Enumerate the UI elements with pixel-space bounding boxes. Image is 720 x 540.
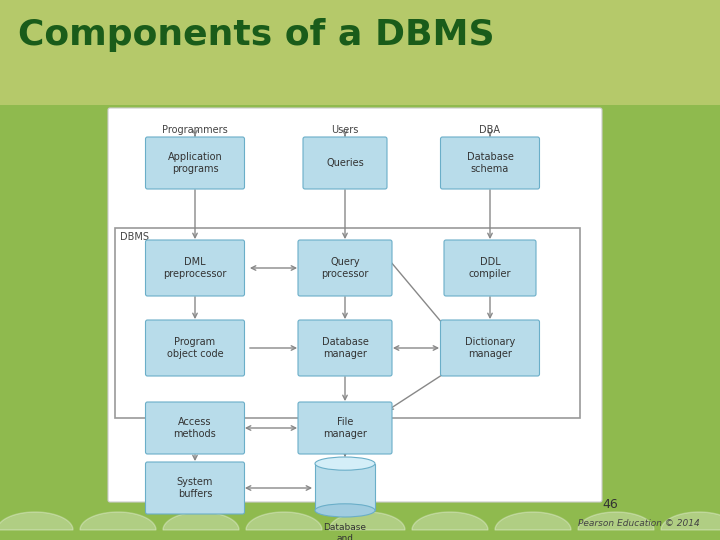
Text: DML
preprocessor: DML preprocessor — [163, 257, 227, 279]
Polygon shape — [80, 512, 156, 530]
FancyBboxPatch shape — [441, 137, 539, 189]
FancyBboxPatch shape — [145, 462, 245, 514]
FancyBboxPatch shape — [108, 108, 602, 502]
Polygon shape — [412, 512, 488, 530]
Text: Access
methods: Access methods — [174, 417, 217, 439]
FancyBboxPatch shape — [145, 320, 245, 376]
Text: DDL
compiler: DDL compiler — [469, 257, 511, 279]
Bar — [315, 464, 375, 510]
Bar — [0, 0, 720, 105]
Text: Database
manager: Database manager — [322, 337, 369, 359]
Text: Pearson Education © 2014: Pearson Education © 2014 — [578, 519, 700, 528]
FancyBboxPatch shape — [145, 402, 245, 454]
Ellipse shape — [315, 504, 375, 517]
Polygon shape — [661, 512, 720, 530]
FancyBboxPatch shape — [298, 402, 392, 454]
Text: File
manager: File manager — [323, 417, 367, 439]
FancyBboxPatch shape — [145, 137, 245, 189]
FancyBboxPatch shape — [145, 240, 245, 296]
Text: Application
programs: Application programs — [168, 152, 222, 174]
Polygon shape — [163, 512, 239, 530]
Text: Programmers: Programmers — [162, 125, 228, 135]
FancyBboxPatch shape — [298, 240, 392, 296]
Text: Query
processor: Query processor — [321, 257, 369, 279]
Text: Components of a DBMS: Components of a DBMS — [18, 18, 495, 52]
Text: Database
and
system catalog: Database and system catalog — [310, 523, 379, 540]
Bar — [115, 228, 580, 418]
FancyBboxPatch shape — [303, 137, 387, 189]
Text: 46: 46 — [602, 498, 618, 511]
Text: DBA: DBA — [480, 125, 500, 135]
Ellipse shape — [315, 457, 375, 470]
Text: Dictionary
manager: Dictionary manager — [465, 337, 515, 359]
FancyBboxPatch shape — [298, 320, 392, 376]
Text: DBMS: DBMS — [120, 232, 149, 242]
FancyBboxPatch shape — [444, 240, 536, 296]
Text: Program
object code: Program object code — [167, 337, 223, 359]
Polygon shape — [329, 512, 405, 530]
Polygon shape — [246, 512, 322, 530]
Text: Users: Users — [331, 125, 359, 135]
FancyBboxPatch shape — [441, 320, 539, 376]
Polygon shape — [495, 512, 571, 530]
Text: Queries: Queries — [326, 158, 364, 168]
Polygon shape — [0, 512, 73, 530]
Text: System
buffers: System buffers — [177, 477, 213, 499]
Polygon shape — [578, 512, 654, 530]
Text: Database
schema: Database schema — [467, 152, 513, 174]
